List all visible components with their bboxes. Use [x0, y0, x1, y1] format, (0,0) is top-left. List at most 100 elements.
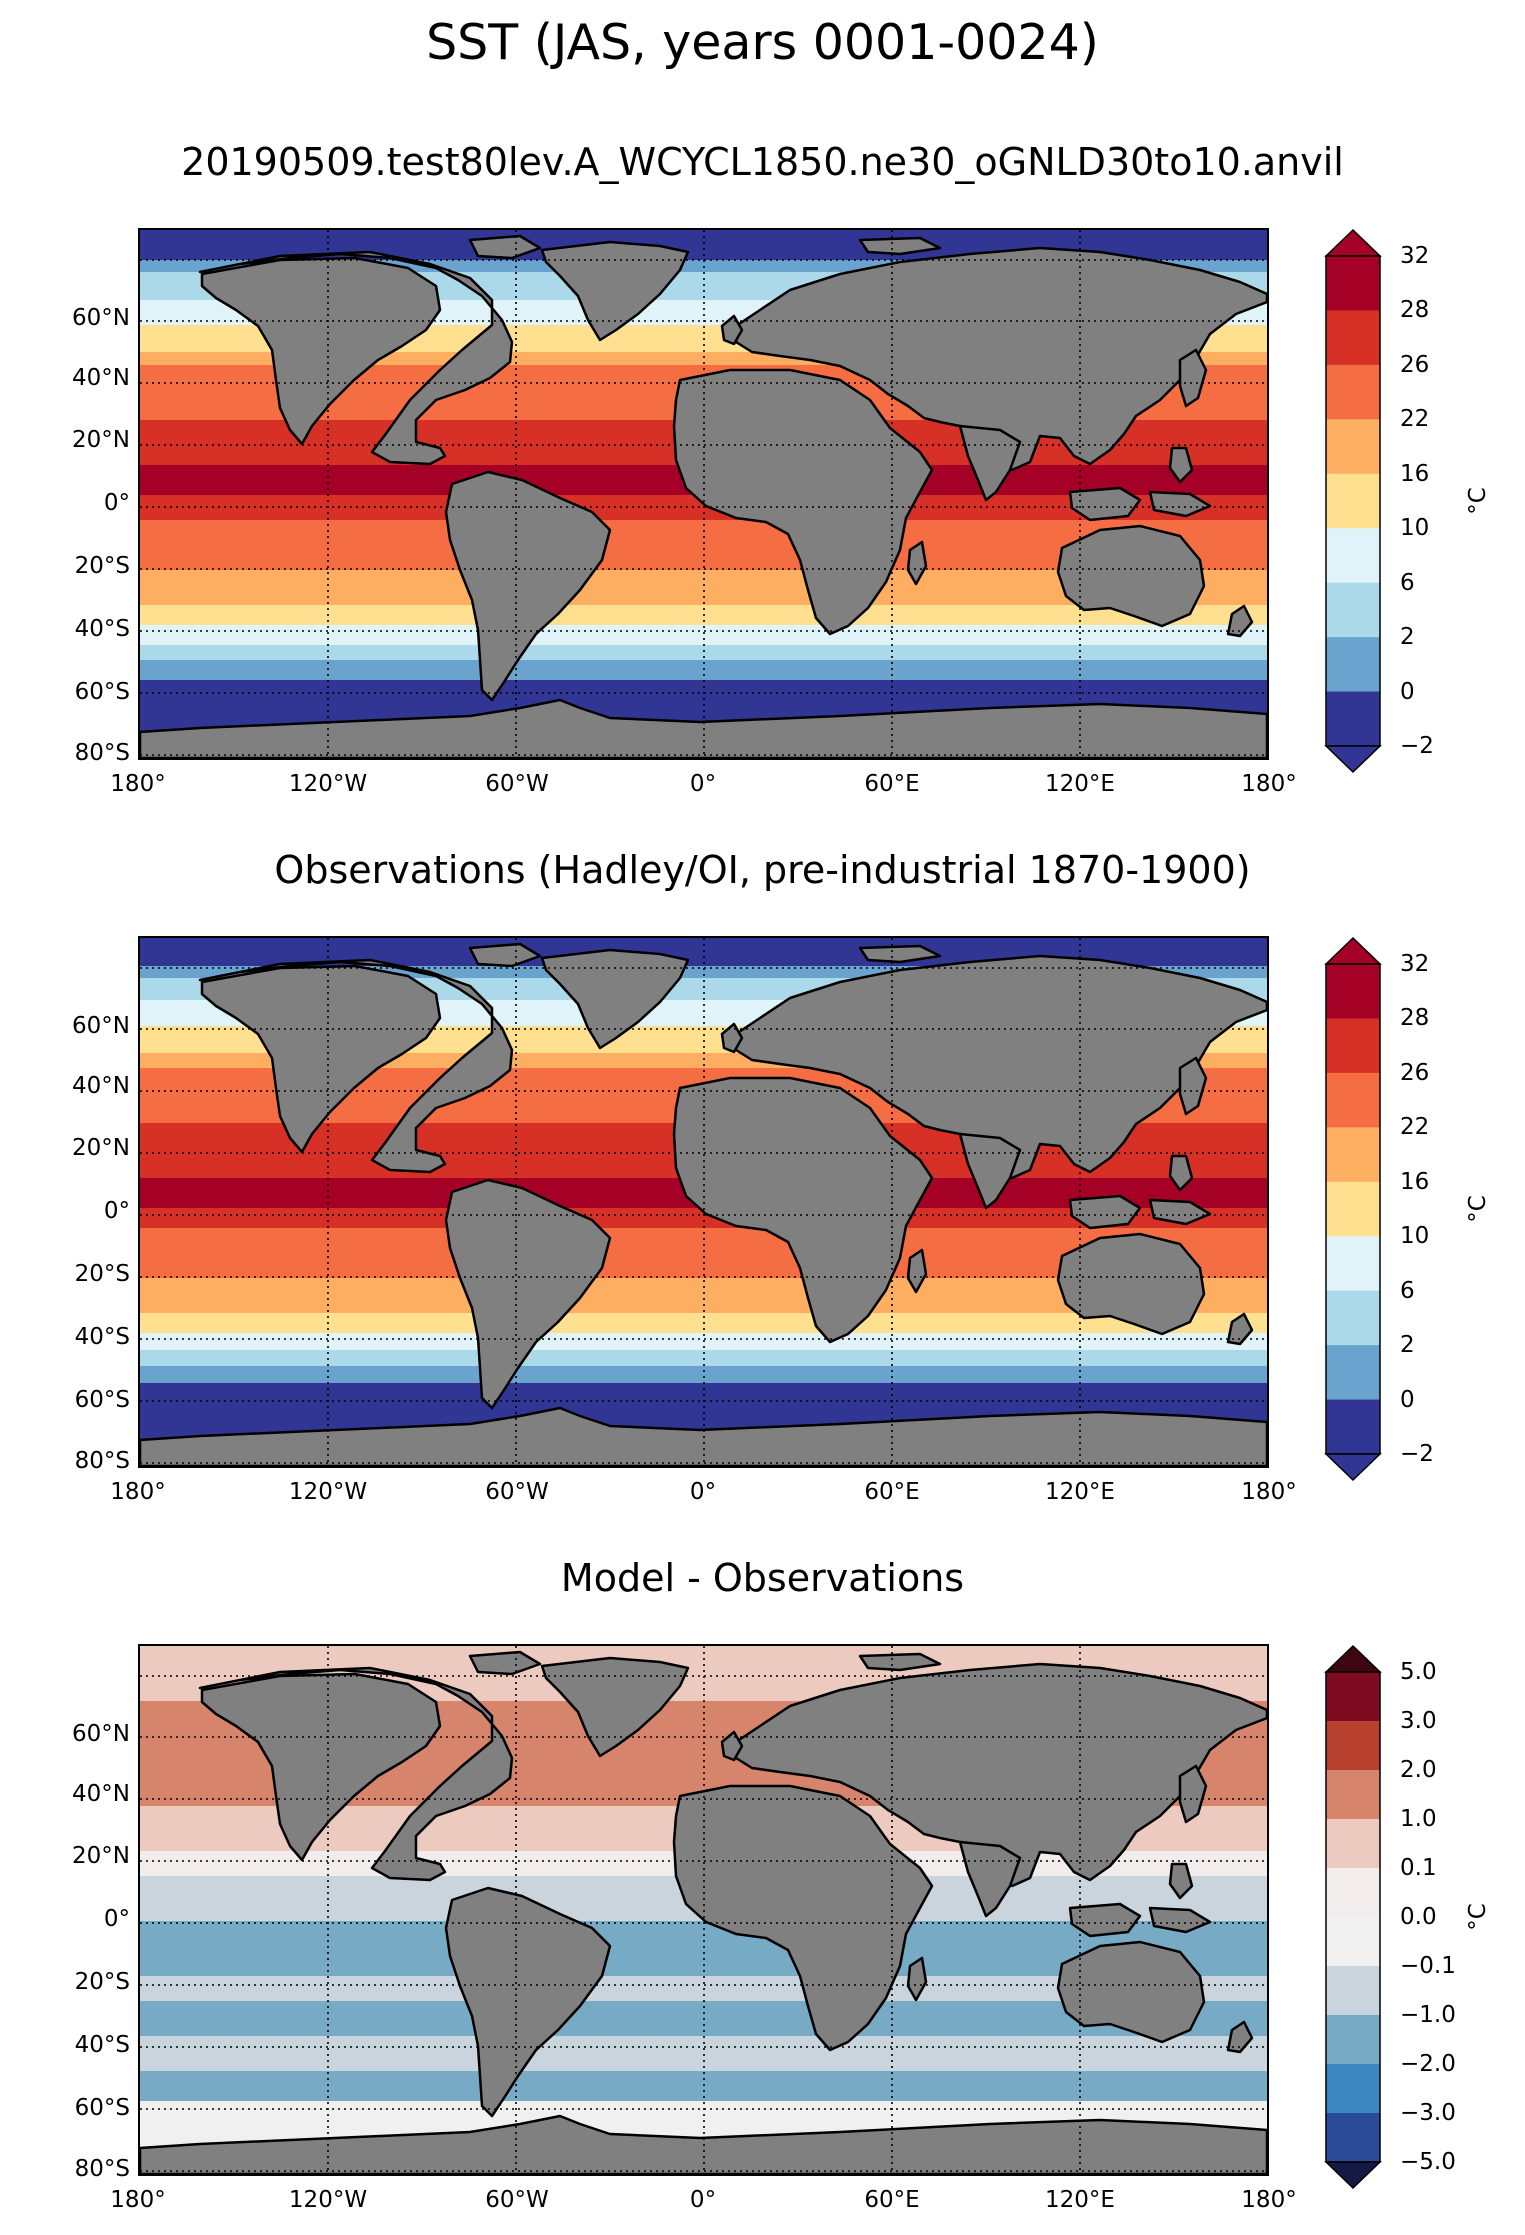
sst-band [140, 660, 1267, 681]
lat-tick-label: 40°S [74, 2032, 130, 2058]
panel-title-1: 20190509.test80lev.A_WCYCL1850.ne30_oGNL… [181, 140, 1344, 184]
colorbar-tick-label: 6 [1400, 1277, 1415, 1304]
map-panel-3 [138, 1644, 1269, 2176]
continent-shape [1148, 490, 1212, 518]
land-mask [140, 942, 1267, 1466]
lat-tick-label: 0° [103, 1906, 130, 1932]
colorbar-tick-label: −5.0 [1400, 2149, 1456, 2175]
continent-shape [728, 246, 1267, 472]
colorbar-segment [1326, 1966, 1380, 2016]
lon-tick-label: 180° [1241, 771, 1297, 797]
continent-shape [1178, 1764, 1208, 1824]
colorbar-tick-label: 26 [1400, 351, 1430, 378]
colorbar-unit-label: °C [1465, 487, 1491, 515]
colorbar-tick-label: −3.0 [1400, 2100, 1456, 2126]
lat-tick-label: 60°N [72, 1721, 130, 1747]
colorbar-segment [1326, 582, 1380, 638]
continent-shape [906, 540, 928, 586]
continent-shape [1168, 446, 1194, 484]
colorbar-segment [1326, 1236, 1380, 1292]
colorbar-tick-label: 10 [1400, 1223, 1430, 1250]
continent-shape [1226, 1312, 1254, 1346]
continent-shape [200, 964, 442, 1154]
colorbar-segment [1326, 473, 1380, 529]
colorbar-extend-bottom [1324, 745, 1382, 774]
colorbar-segment [1326, 637, 1380, 693]
lat-tick-label: 40°S [74, 1324, 130, 1350]
lat-tick-label: 40°N [72, 1781, 130, 1807]
colorbar-segment [1326, 2015, 1380, 2065]
continent-shape [1168, 1862, 1194, 1900]
colorbar-tick-label: 5.0 [1400, 1659, 1437, 1685]
lat-tick-label: 40°S [74, 616, 130, 642]
continent-shape [444, 1178, 612, 1410]
continent-shape [468, 234, 542, 260]
colorbar-segment [1326, 2113, 1380, 2163]
colorbar-tick-label: 0 [1400, 1386, 1415, 1413]
continent-shape [720, 1022, 744, 1054]
colorbar-tick-label: 28 [1400, 297, 1430, 324]
graticule [140, 938, 1267, 1466]
colorbar-segment [1326, 1721, 1380, 1771]
map-panel-2 [138, 936, 1269, 1468]
continent-shape [540, 1656, 690, 1758]
lat-tick-label: 20°N [72, 1135, 130, 1161]
lat-tick-label: 20°N [72, 427, 130, 453]
colorbar-extend-top [1324, 228, 1382, 257]
colorbar-2 [1324, 936, 1382, 1482]
colorbar-segment [1326, 964, 1380, 1019]
colorbar-tick-label: 0 [1400, 678, 1415, 705]
continent-shape [200, 256, 442, 446]
continent-shape [444, 470, 612, 702]
lat-tick-label: 20°N [72, 1843, 130, 1869]
continent-shape [720, 314, 744, 346]
continent-shape [858, 1652, 942, 1672]
lon-tick-label: 60°W [485, 2187, 549, 2213]
lon-tick-label: 120°E [1045, 2187, 1115, 2213]
colorbar-tick-label: −2.0 [1400, 2051, 1456, 2077]
colorbar-tick-label: 16 [1400, 460, 1430, 487]
lon-tick-label: 60°E [864, 771, 920, 797]
lat-tick-label: 60°S [74, 2095, 130, 2121]
lon-tick-label: 180° [110, 2187, 166, 2213]
lon-tick-label: 120°E [1045, 1479, 1115, 1505]
continent-shape [728, 1662, 1267, 1888]
continent-shape [468, 942, 542, 968]
colorbar-tick-label: 2.0 [1400, 1757, 1437, 1783]
colorbar-tick-label: 1.0 [1400, 1806, 1437, 1832]
continent-shape [1226, 604, 1254, 638]
colorbar-segment [1326, 2064, 1380, 2114]
colorbar-segment [1326, 256, 1380, 311]
colorbar-segment [1326, 691, 1380, 747]
lat-tick-label: 60°S [74, 679, 130, 705]
sst-band [140, 625, 1267, 646]
lat-tick-label: 60°N [72, 305, 130, 331]
colorbar-1 [1324, 228, 1382, 774]
colorbar-segment [1326, 419, 1380, 475]
colorbar-tick-label: 10 [1400, 515, 1430, 542]
colorbar-segment [1326, 1819, 1380, 1869]
continent-shape [1226, 2020, 1254, 2054]
continent-shape [1148, 1906, 1212, 1934]
lon-tick-label: 120°W [288, 771, 368, 797]
lon-tick-label: 60°E [864, 2187, 920, 2213]
continent-shape [858, 236, 942, 256]
lon-tick-label: 180° [1241, 1479, 1297, 1505]
lon-tick-label: 120°E [1045, 771, 1115, 797]
lon-tick-label: 120°W [288, 1479, 368, 1505]
continent-shape [1178, 348, 1208, 408]
lat-tick-label: 60°N [72, 1013, 130, 1039]
lat-tick-label: 20°S [74, 1261, 130, 1287]
colorbar-tick-label: 6 [1400, 569, 1415, 596]
colorbar-extend-bottom [1324, 1453, 1382, 1482]
colorbar-extend-top [1324, 936, 1382, 965]
lon-tick-label: 180° [110, 771, 166, 797]
colorbar-tick-label: 22 [1400, 406, 1430, 433]
lon-tick-label: 60°E [864, 1479, 920, 1505]
figure-title: SST (JAS, years 0001-0024) [426, 14, 1099, 71]
colorbar-segment [1326, 1917, 1380, 1967]
colorbar-tick-label: 28 [1400, 1005, 1430, 1032]
lon-tick-label: 60°W [485, 1479, 549, 1505]
colorbar-segment [1326, 1018, 1380, 1074]
lat-tick-label: 40°N [72, 365, 130, 391]
